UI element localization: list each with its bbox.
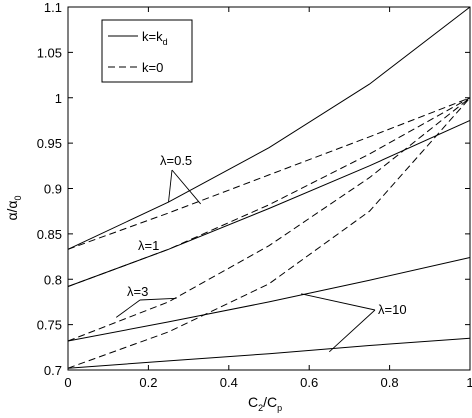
annotation-lambda-3: λ=3 — [127, 284, 148, 299]
y-tick-label: 0.95 — [37, 136, 62, 151]
axis-ticks — [67, 6, 471, 371]
annotations: λ=0.5 λ=1 λ=3 λ=10 — [127, 153, 407, 317]
curves — [67, 6, 471, 369]
y-tick-label: 0.9 — [44, 182, 62, 197]
series-line — [67, 337, 471, 369]
annotation-leader — [301, 293, 376, 311]
annotation-leader — [168, 169, 173, 203]
y-tick-label: 1.05 — [37, 45, 62, 60]
legend-box — [101, 19, 193, 83]
y-tick-label: 0.85 — [37, 227, 62, 242]
legend-label-dashed: k=0 — [142, 60, 163, 75]
annotation-leaders — [115, 169, 376, 353]
legend-label-solid: k=kd — [142, 29, 168, 47]
y-tick-label: 0.75 — [37, 318, 62, 333]
annotation-leader — [139, 297, 177, 301]
series-line — [67, 97, 471, 342]
series-line — [67, 97, 471, 287]
annotation-lambda-0-5: λ=0.5 — [160, 153, 192, 168]
x-tick-label: 0 — [64, 375, 71, 390]
x-tick-label: 0.2 — [139, 375, 157, 390]
series-line — [67, 119, 471, 287]
series-line — [67, 6, 471, 250]
series-line — [67, 257, 471, 342]
tick-labels: 0 0.2 0.4 0.6 0.8 1 0.7 0.75 0.8 0.85 0.9 0.95 1 1.05… — [37, 0, 472, 390]
x-axis-label: C2/Cp — [248, 394, 282, 413]
y-tick-label: 1 — [55, 91, 62, 106]
annotation-leader — [328, 309, 376, 353]
series-line — [67, 97, 471, 250]
annotation-leader — [115, 299, 141, 318]
y-axis-label: α/α0 — [4, 195, 23, 220]
legend: k=kd k=0 — [101, 19, 193, 83]
x-tick-label: 0.4 — [220, 375, 238, 390]
annotation-leader — [171, 169, 202, 205]
series-line — [67, 97, 471, 369]
annotation-lambda-10: λ=10 — [378, 302, 407, 317]
x-tick-label: 1 — [466, 375, 472, 390]
y-tick-label: 0.7 — [44, 363, 62, 378]
x-tick-label: 0.6 — [300, 375, 318, 390]
y-tick-label: 0.8 — [44, 272, 62, 287]
x-tick-label: 0.8 — [381, 375, 399, 390]
annotation-lambda-1: λ=1 — [138, 238, 159, 253]
y-tick-label: 1.1 — [44, 0, 62, 15]
